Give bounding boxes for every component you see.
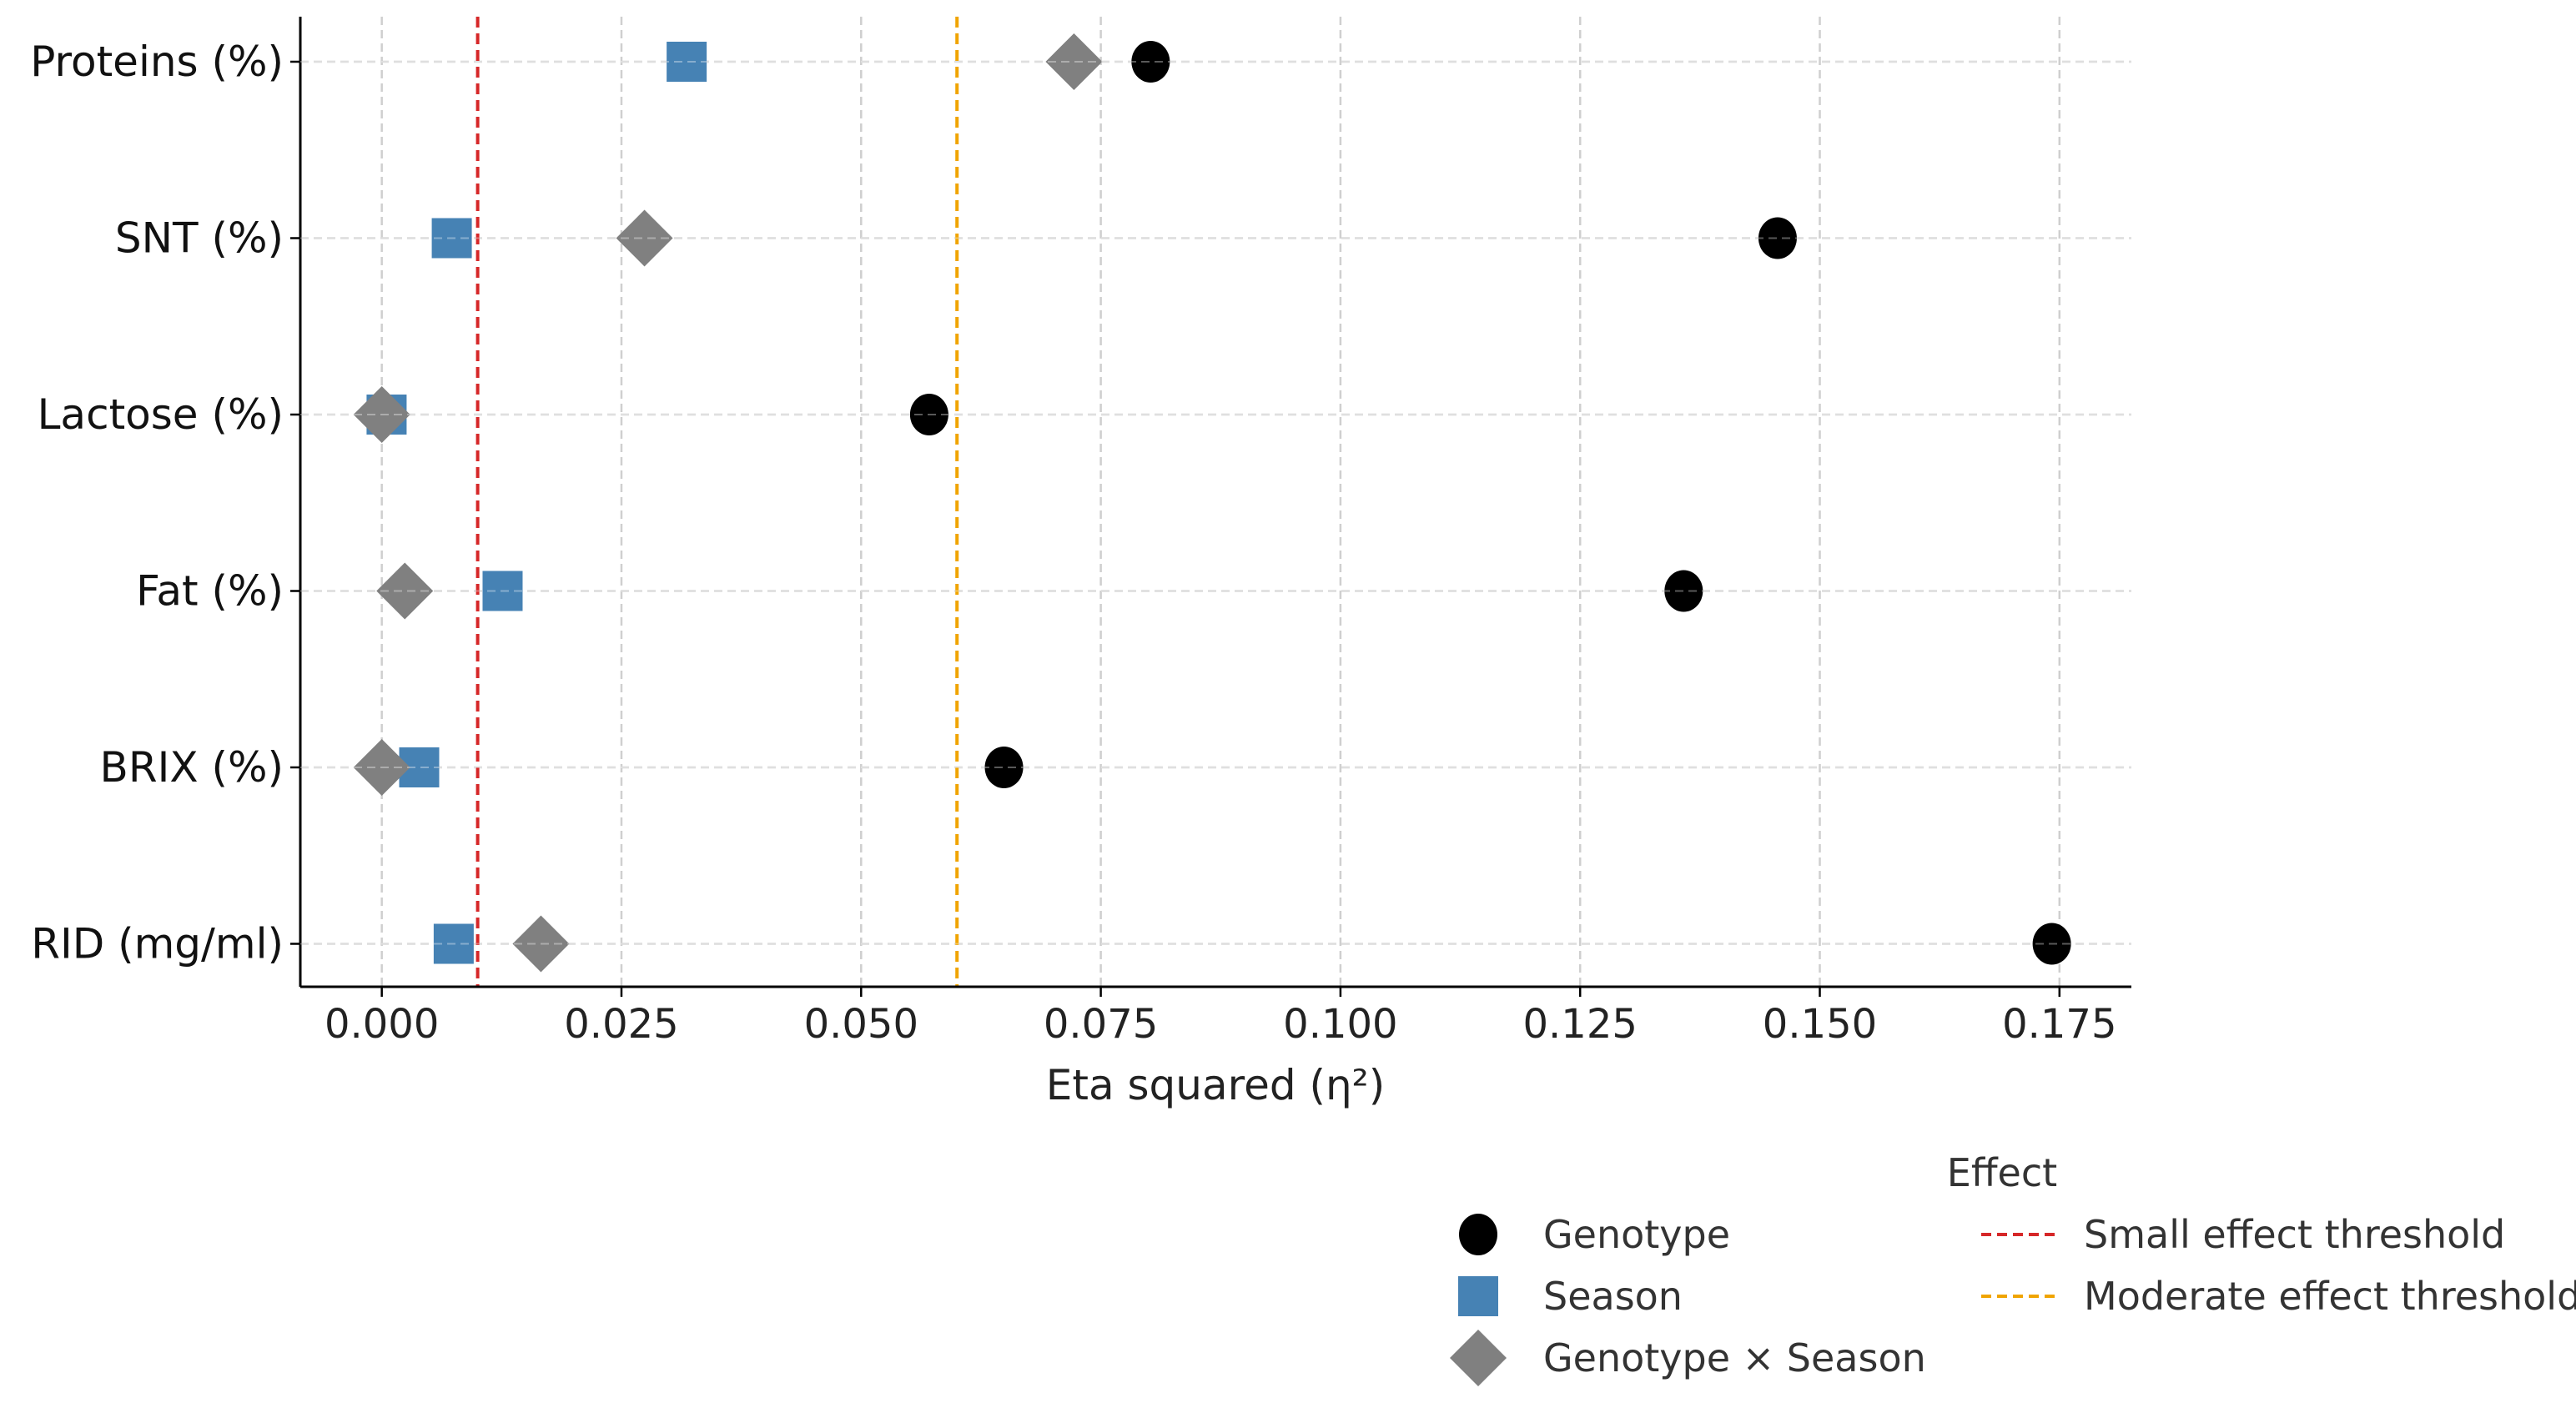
x-tick-label: 0.025 [564,1001,678,1048]
x-tick-label: 0.175 [2002,1001,2116,1048]
genotype-season-point-brix [353,739,410,796]
x-tick-label: 0.000 [325,1001,439,1048]
legend-label-genotype-season: Genotype × Season [1543,1335,1926,1380]
genotype-point-lactose [909,394,948,435]
season-point-snt [431,218,472,259]
y-tick-labels: Proteins (%) SNT (%) Lactose (%) Fat (%) BRI… [30,38,300,968]
x-tick-label: 0.050 [804,1001,918,1048]
legend-marker-genotype-season [1450,1330,1507,1386]
season-point-fat [482,571,523,611]
axes [299,17,2131,988]
threshold-lines [475,17,959,987]
y-tick-label-fat: Fat (%) [136,567,284,616]
legend-entries: Genotype Season Genotype × Season Small eff… [1450,1212,2576,1386]
grid [300,17,2131,987]
genotype-season-point-proteins [1045,33,1103,90]
data-points [300,33,2131,973]
legend-title: Effect [1947,1150,2057,1195]
genotype-point-snt [1758,217,1797,259]
x-tick-labels: 0.000 0.025 0.050 0.075 0.100 0.125 0.150 0.175 [325,987,2117,1048]
y-tick-label-lactose: Lactose (%) [38,390,284,439]
genotype-season-point-rid-mg-ml [512,915,570,973]
y-tick-label-snt: SNT (%) [115,214,284,263]
genotype-season-point-lactose [353,386,410,443]
legend-marker-genotype [1459,1214,1497,1255]
x-tick-label: 0.075 [1044,1001,1158,1048]
legend-label-moderate-effect-threshold: Moderate effect threshold [2084,1274,2576,1319]
legend-label-genotype: Genotype [1543,1212,1730,1257]
x-tick-label: 0.150 [1763,1001,1877,1048]
legend-label-season: Season [1543,1274,1683,1319]
legend: Effect Genotype Season Genotype × Season Sm… [1450,1150,2576,1386]
y-tick-label-rid-mg-ml: RID (mg/ml) [31,920,284,968]
legend-label-small-effect-threshold: Small effect threshold [2084,1212,2505,1257]
season-point-rid-mg-ml [433,923,474,964]
y-tick-label-proteins: Proteins (%) [30,38,284,86]
genotype-season-point-snt [616,209,673,267]
legend-marker-season [1458,1276,1498,1316]
x-tick-label: 0.125 [1522,1001,1637,1048]
genotype-point-rid-mg-ml [2032,923,2071,965]
season-point-proteins [667,42,707,82]
genotype-point-fat [1664,570,1703,612]
genotype-point-proteins [1131,41,1170,83]
x-axis-label: Eta squared (η²) [1046,1061,1385,1109]
genotype-season-point-fat [376,562,434,620]
genotype-point-brix [984,747,1024,788]
y-tick-label-brix: BRIX (%) [100,743,284,792]
x-tick-label: 0.100 [1283,1001,1397,1048]
